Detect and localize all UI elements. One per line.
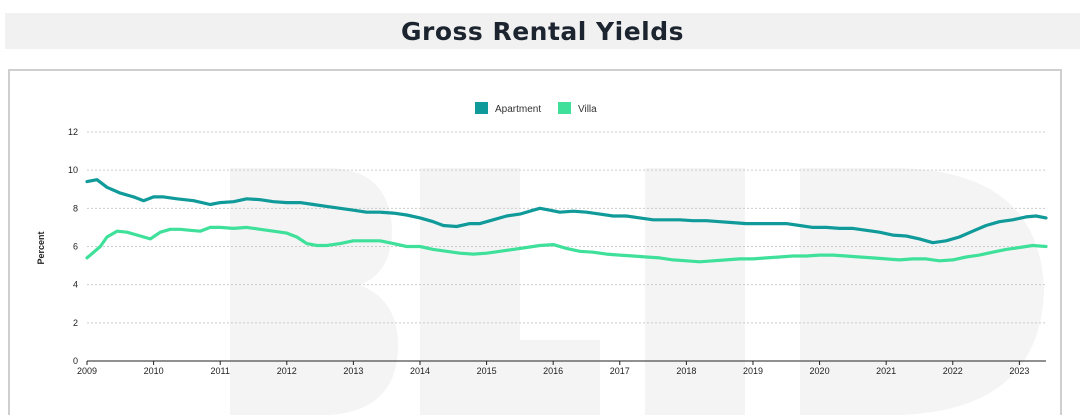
y-axis-label: Percent (36, 231, 46, 264)
legend-swatch-apartment[interactable] (475, 102, 488, 114)
watermark-shape (420, 168, 600, 415)
x-axis-ticks: 2009 2010 2011 2012 2013 2014 2015 2016 2017 2018… (77, 361, 1029, 376)
x-tick-label: 2011 (211, 366, 230, 376)
x-tick-label: 2017 (610, 366, 630, 376)
y-tick-label: 12 (68, 127, 78, 137)
x-tick-label: 2018 (676, 366, 696, 376)
y-tick-label: 4 (73, 280, 78, 290)
legend-swatch-villa[interactable] (558, 102, 571, 114)
x-tick-label: 2012 (277, 366, 297, 376)
x-tick-label: 2023 (1009, 366, 1029, 376)
x-tick-label: 2019 (743, 366, 763, 376)
x-tick-label: 2013 (343, 366, 363, 376)
y-tick-label: 6 (73, 242, 78, 252)
x-tick-label: 2022 (943, 366, 963, 376)
legend[interactable]: Apartment Villa (475, 102, 597, 115)
x-tick-label: 2009 (77, 366, 97, 376)
chart-canvas: 024681012 2009 2010 2011 2012 2013 2014 2015 20… (0, 0, 1080, 415)
watermark-shape (800, 168, 1044, 415)
x-tick-label: 2014 (410, 366, 430, 376)
watermark-logo (230, 168, 1044, 415)
watermark-shape (645, 168, 745, 415)
y-tick-label: 0 (73, 356, 78, 366)
x-tick-label: 2016 (543, 366, 563, 376)
y-tick-label: 10 (68, 165, 78, 175)
x-tick-label: 2015 (477, 366, 497, 376)
y-tick-label: 8 (73, 203, 78, 213)
x-tick-label: 2020 (810, 366, 830, 376)
x-tick-label: 2021 (876, 366, 896, 376)
y-axis-ticks: 0 2 4 6 8 10 12 (68, 127, 78, 366)
y-tick-label: 2 (73, 318, 78, 328)
legend-label-apartment[interactable]: Apartment (495, 104, 541, 115)
x-tick-label: 2010 (144, 366, 164, 376)
legend-label-villa[interactable]: Villa (578, 104, 597, 115)
